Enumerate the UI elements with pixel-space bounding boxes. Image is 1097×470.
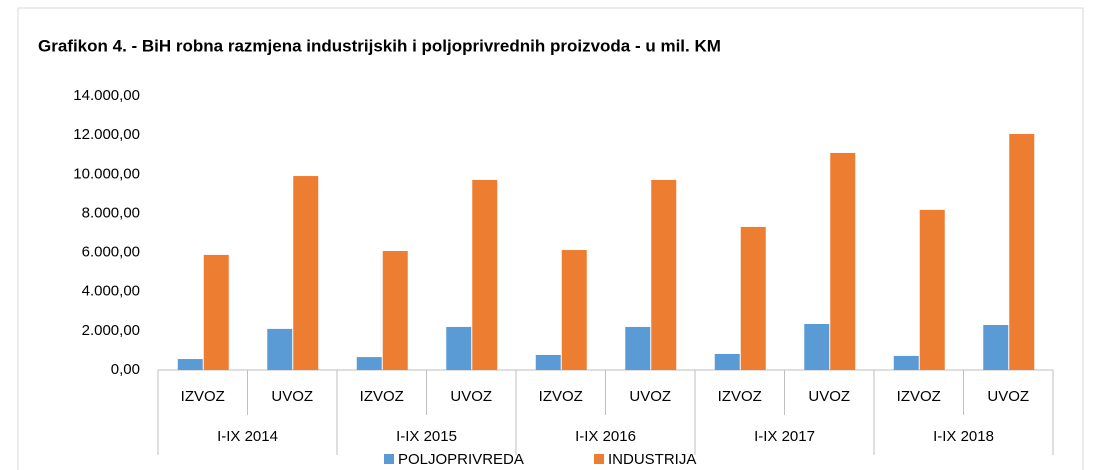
- bar: [382, 251, 408, 370]
- group-label: I-IX 2018: [933, 428, 994, 445]
- x-tick-label: UVOZ: [808, 388, 850, 405]
- y-tick-label: 8.000,00: [82, 204, 140, 221]
- x-tick-label: IZVOZ: [897, 388, 941, 405]
- bar: [203, 254, 229, 370]
- bar: [893, 355, 919, 370]
- bar: [472, 179, 498, 370]
- x-tick-label: IZVOZ: [539, 388, 583, 405]
- y-tick-label: 2.000,00: [82, 322, 140, 339]
- group-label: I-IX 2016: [575, 428, 636, 445]
- y-tick-label: 14.000,00: [73, 87, 140, 104]
- x-tick-label: UVOZ: [987, 388, 1029, 405]
- legend-swatch: [594, 454, 604, 464]
- x-tick-label: UVOZ: [450, 388, 492, 405]
- bar: [714, 353, 740, 370]
- x-tick-label: IZVOZ: [360, 388, 404, 405]
- legend-swatch: [384, 454, 394, 464]
- group-label: I-IX 2017: [754, 428, 815, 445]
- legend-label: INDUSTRIJA: [608, 451, 696, 468]
- y-tick-label: 10.000,00: [73, 165, 140, 182]
- bar: [1009, 133, 1035, 370]
- x-tick-label: UVOZ: [629, 388, 671, 405]
- group-label: I-IX 2015: [396, 428, 457, 445]
- bar: [740, 226, 766, 370]
- bar: [356, 357, 382, 370]
- x-tick-label: UVOZ: [271, 388, 313, 405]
- bar: [625, 326, 651, 370]
- bar: [804, 324, 830, 370]
- bar: [293, 176, 319, 370]
- x-tick-label: IZVOZ: [181, 388, 225, 405]
- chart-frame: [17, 7, 1084, 470]
- x-tick-label: IZVOZ: [718, 388, 762, 405]
- bar: [177, 359, 203, 370]
- bar: [561, 250, 587, 370]
- legend-label: POLJOPRIVREDA: [398, 451, 524, 468]
- chart-title: Grafikon 4. - BiH robna razmjena industr…: [38, 36, 721, 55]
- y-tick-label: 12.000,00: [73, 126, 140, 143]
- bar: [830, 152, 856, 370]
- y-tick-label: 0,00: [111, 361, 140, 378]
- bar: [267, 328, 293, 370]
- bar: [535, 354, 561, 370]
- group-label: I-IX 2014: [217, 428, 278, 445]
- y-tick-label: 4.000,00: [82, 283, 140, 300]
- bar: [446, 326, 472, 370]
- bar: [983, 324, 1009, 370]
- bar: [919, 209, 945, 370]
- y-tick-label: 6.000,00: [82, 244, 140, 261]
- bar: [651, 179, 677, 370]
